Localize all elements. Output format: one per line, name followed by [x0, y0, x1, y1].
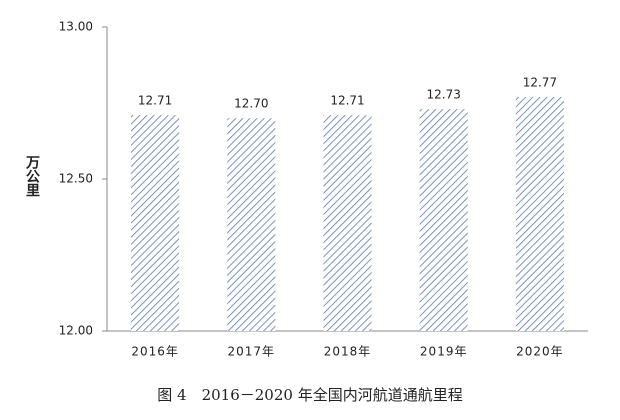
y-tick-label: 12.50: [59, 172, 93, 186]
bar: [227, 118, 276, 331]
x-tick-label: 2017年: [228, 345, 276, 359]
x-tick-label: 2016年: [131, 345, 179, 359]
y-tick-label: 12.00: [59, 324, 93, 338]
y-tick-label: 13.00: [59, 20, 93, 34]
value-label: 12.71: [330, 94, 364, 108]
bar: [515, 96, 564, 331]
bar: [419, 109, 468, 331]
value-label: 12.77: [523, 75, 557, 89]
bar: [131, 115, 180, 331]
value-label: 12.71: [138, 94, 172, 108]
bar: [323, 115, 372, 331]
y-axis-label: 万公里: [24, 155, 41, 197]
x-tick-label: 2018年: [324, 345, 372, 359]
chart-title: 图 4 2016－2020 年全国内河航道通航里程: [157, 386, 462, 404]
x-tick-label: 2020年: [516, 345, 564, 359]
value-label: 12.70: [234, 97, 268, 111]
value-label: 12.73: [427, 88, 461, 102]
x-tick-label: 2019年: [420, 345, 468, 359]
